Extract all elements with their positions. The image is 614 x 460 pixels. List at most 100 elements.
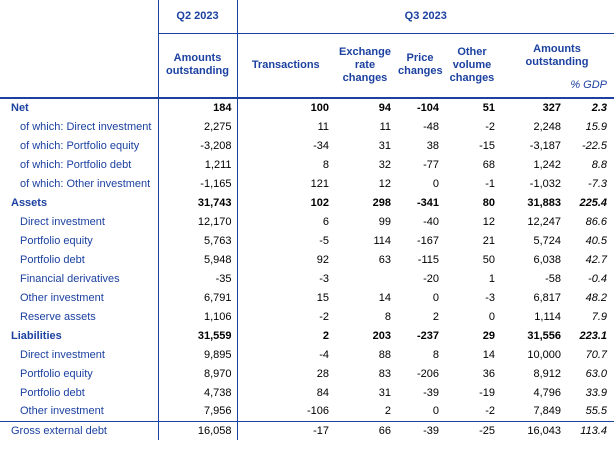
value-cell: 6,038 xyxy=(533,253,561,266)
value-cell: -77 xyxy=(423,158,439,171)
value-cell: 11 xyxy=(317,120,329,133)
value-cell: 223.1 xyxy=(579,329,608,342)
col-header-q3-amounts-outstanding: Amounts outstanding % GDP xyxy=(500,33,614,99)
value-cell: -7.3 xyxy=(588,177,608,190)
value-cell: 12,247 xyxy=(527,215,561,228)
value-cell: 80 xyxy=(482,196,495,209)
value-cell: -17 xyxy=(237,420,334,440)
value-cell: 0 xyxy=(432,291,439,304)
table-body: Net 184 100 94 -104 51 327 2.3 of which: Direct … xyxy=(0,98,614,440)
value-cell: 99 xyxy=(378,215,391,228)
table-row: Financial derivatives -35 -3 -20 1 -58 -0.4 xyxy=(0,269,614,288)
row-label: Liabilities xyxy=(0,326,159,345)
value-cell: 32 xyxy=(378,158,391,171)
row-label: Portfolio equity xyxy=(0,231,159,250)
value-cell: -40 xyxy=(423,215,439,228)
table-row: Other investment 7,956 -106 2 0 -2 7,849 55.5 xyxy=(0,402,614,421)
value-cell: -5 xyxy=(319,234,329,247)
value-cell: -3,187 xyxy=(529,139,561,152)
value-cell: 31 xyxy=(378,139,391,152)
value-cell: 298 xyxy=(372,196,391,209)
value-cell: -167 xyxy=(416,234,439,247)
table-header: Q2 2023 Q3 2023 Amounts outstanding Tran… xyxy=(0,0,614,99)
value-cell: 8,970 xyxy=(158,364,238,383)
value-cell: -0.4 xyxy=(588,272,608,285)
value-cell xyxy=(334,269,396,288)
row-label: Gross external debt xyxy=(0,420,159,440)
value-cell: 9,895 xyxy=(158,345,238,364)
value-cell: 0 xyxy=(432,405,439,418)
row-label: Portfolio equity xyxy=(0,364,159,383)
row-label: of which: Direct investment xyxy=(0,117,159,136)
value-cell: 66 xyxy=(334,420,396,440)
value-cell: -206 xyxy=(416,367,439,380)
value-cell: 86.6 xyxy=(585,215,608,228)
value-cell: -1,165 xyxy=(158,174,238,193)
row-label: Reserve assets xyxy=(0,307,159,326)
value-cell: -237 xyxy=(416,329,439,342)
value-cell: 38 xyxy=(426,139,439,152)
row-label: Other investment xyxy=(0,288,159,307)
table-row: Portfolio debt 4,738 84 31 -39 -19 4,796 33.9 xyxy=(0,383,614,402)
value-cell: 114 xyxy=(373,234,391,247)
value-cell: 70.7 xyxy=(585,348,608,361)
table-row: Other investment 6,791 15 14 0 -3 6,817 48.2 xyxy=(0,288,614,307)
value-cell: 92 xyxy=(316,253,329,266)
value-cell: 16,058 xyxy=(158,420,238,440)
value-cell: -39 xyxy=(423,386,439,399)
value-cell: -3 xyxy=(485,291,495,304)
value-cell: 8 xyxy=(432,348,439,361)
value-cell: 1,211 xyxy=(158,155,238,174)
value-cell: 8.8 xyxy=(591,158,608,171)
table-row: Direct investment 12,170 6 99 -40 12 12,247 86.… xyxy=(0,212,614,231)
q2-2023-header: Q2 2023 xyxy=(158,0,238,34)
value-cell: -2 xyxy=(485,120,495,133)
value-cell: 63 xyxy=(378,253,391,266)
value-cell: 2 xyxy=(384,405,391,418)
period-header-row: Q2 2023 Q3 2023 xyxy=(0,0,614,34)
row-label: Direct investment xyxy=(0,212,159,231)
value-cell: 5,948 xyxy=(158,250,238,269)
value-cell: 0 xyxy=(488,310,495,323)
col-header-transactions: Transactions xyxy=(237,33,334,99)
value-cell: 33.9 xyxy=(585,386,608,399)
row-label: of which: Portfolio debt xyxy=(0,155,159,174)
value-cell: -20 xyxy=(423,272,439,285)
value-cell: 4,738 xyxy=(158,383,238,402)
value-cell: 1,106 xyxy=(158,307,238,326)
value-cell: 31,556 xyxy=(527,329,561,342)
value-cell: 0 xyxy=(432,177,439,190)
value-cell: 31,559 xyxy=(158,326,238,345)
value-cell: 48.2 xyxy=(585,291,608,304)
amounts-outstanding-label: Amounts outstanding xyxy=(525,43,589,69)
value-cell: 68 xyxy=(482,158,495,171)
row-label: Financial derivatives xyxy=(0,269,159,288)
q3-2023-header: Q3 2023 xyxy=(237,0,614,34)
value-cell: 327 xyxy=(542,102,561,114)
table-row: Portfolio debt 5,948 92 63 -115 50 6,038 42.7 xyxy=(0,250,614,269)
value-cell: 1,114 xyxy=(534,310,561,323)
value-cell: 102 xyxy=(310,196,329,209)
value-cell: 28 xyxy=(316,367,329,380)
corner-cell xyxy=(0,0,159,33)
value-cell: -341 xyxy=(416,196,439,209)
value-cell: 1,242 xyxy=(533,158,561,171)
value-cell: 2,275 xyxy=(158,117,238,136)
table-row: Gross external debt 16,058 -17 66 -39 -25 16,0… xyxy=(0,420,614,440)
value-cell: 40.5 xyxy=(585,234,608,247)
value-cell: 2 xyxy=(322,329,329,342)
value-cell: -1,032 xyxy=(529,177,561,190)
value-cell: -22.5 xyxy=(581,139,608,152)
table-row: of which: Direct investment 2,275 11 11 -48 -… xyxy=(0,117,614,136)
table-row: Reserve assets 1,106 -2 8 2 0 1,114 7.9 xyxy=(0,307,614,326)
value-cell: 6,791 xyxy=(158,288,238,307)
table-row: of which: Portfolio equity -3,208 -34 31 38 -… xyxy=(0,136,614,155)
column-header-row: Amounts outstanding Transactions Exchang… xyxy=(0,33,614,99)
value-cell: 4,796 xyxy=(533,386,561,399)
col-header-exchange-rate-changes: Exchange rate changes xyxy=(334,33,396,99)
value-cell: 7,956 xyxy=(158,402,238,421)
value-cell: -35 xyxy=(158,269,238,288)
table-row: Liabilities 31,559 2 203 -237 29 31,556 223.1 xyxy=(0,326,614,345)
value-cell: 7,849 xyxy=(533,405,561,418)
balance-of-payments-table: Q2 2023 Q3 2023 Amounts outstanding Tran… xyxy=(0,0,614,440)
